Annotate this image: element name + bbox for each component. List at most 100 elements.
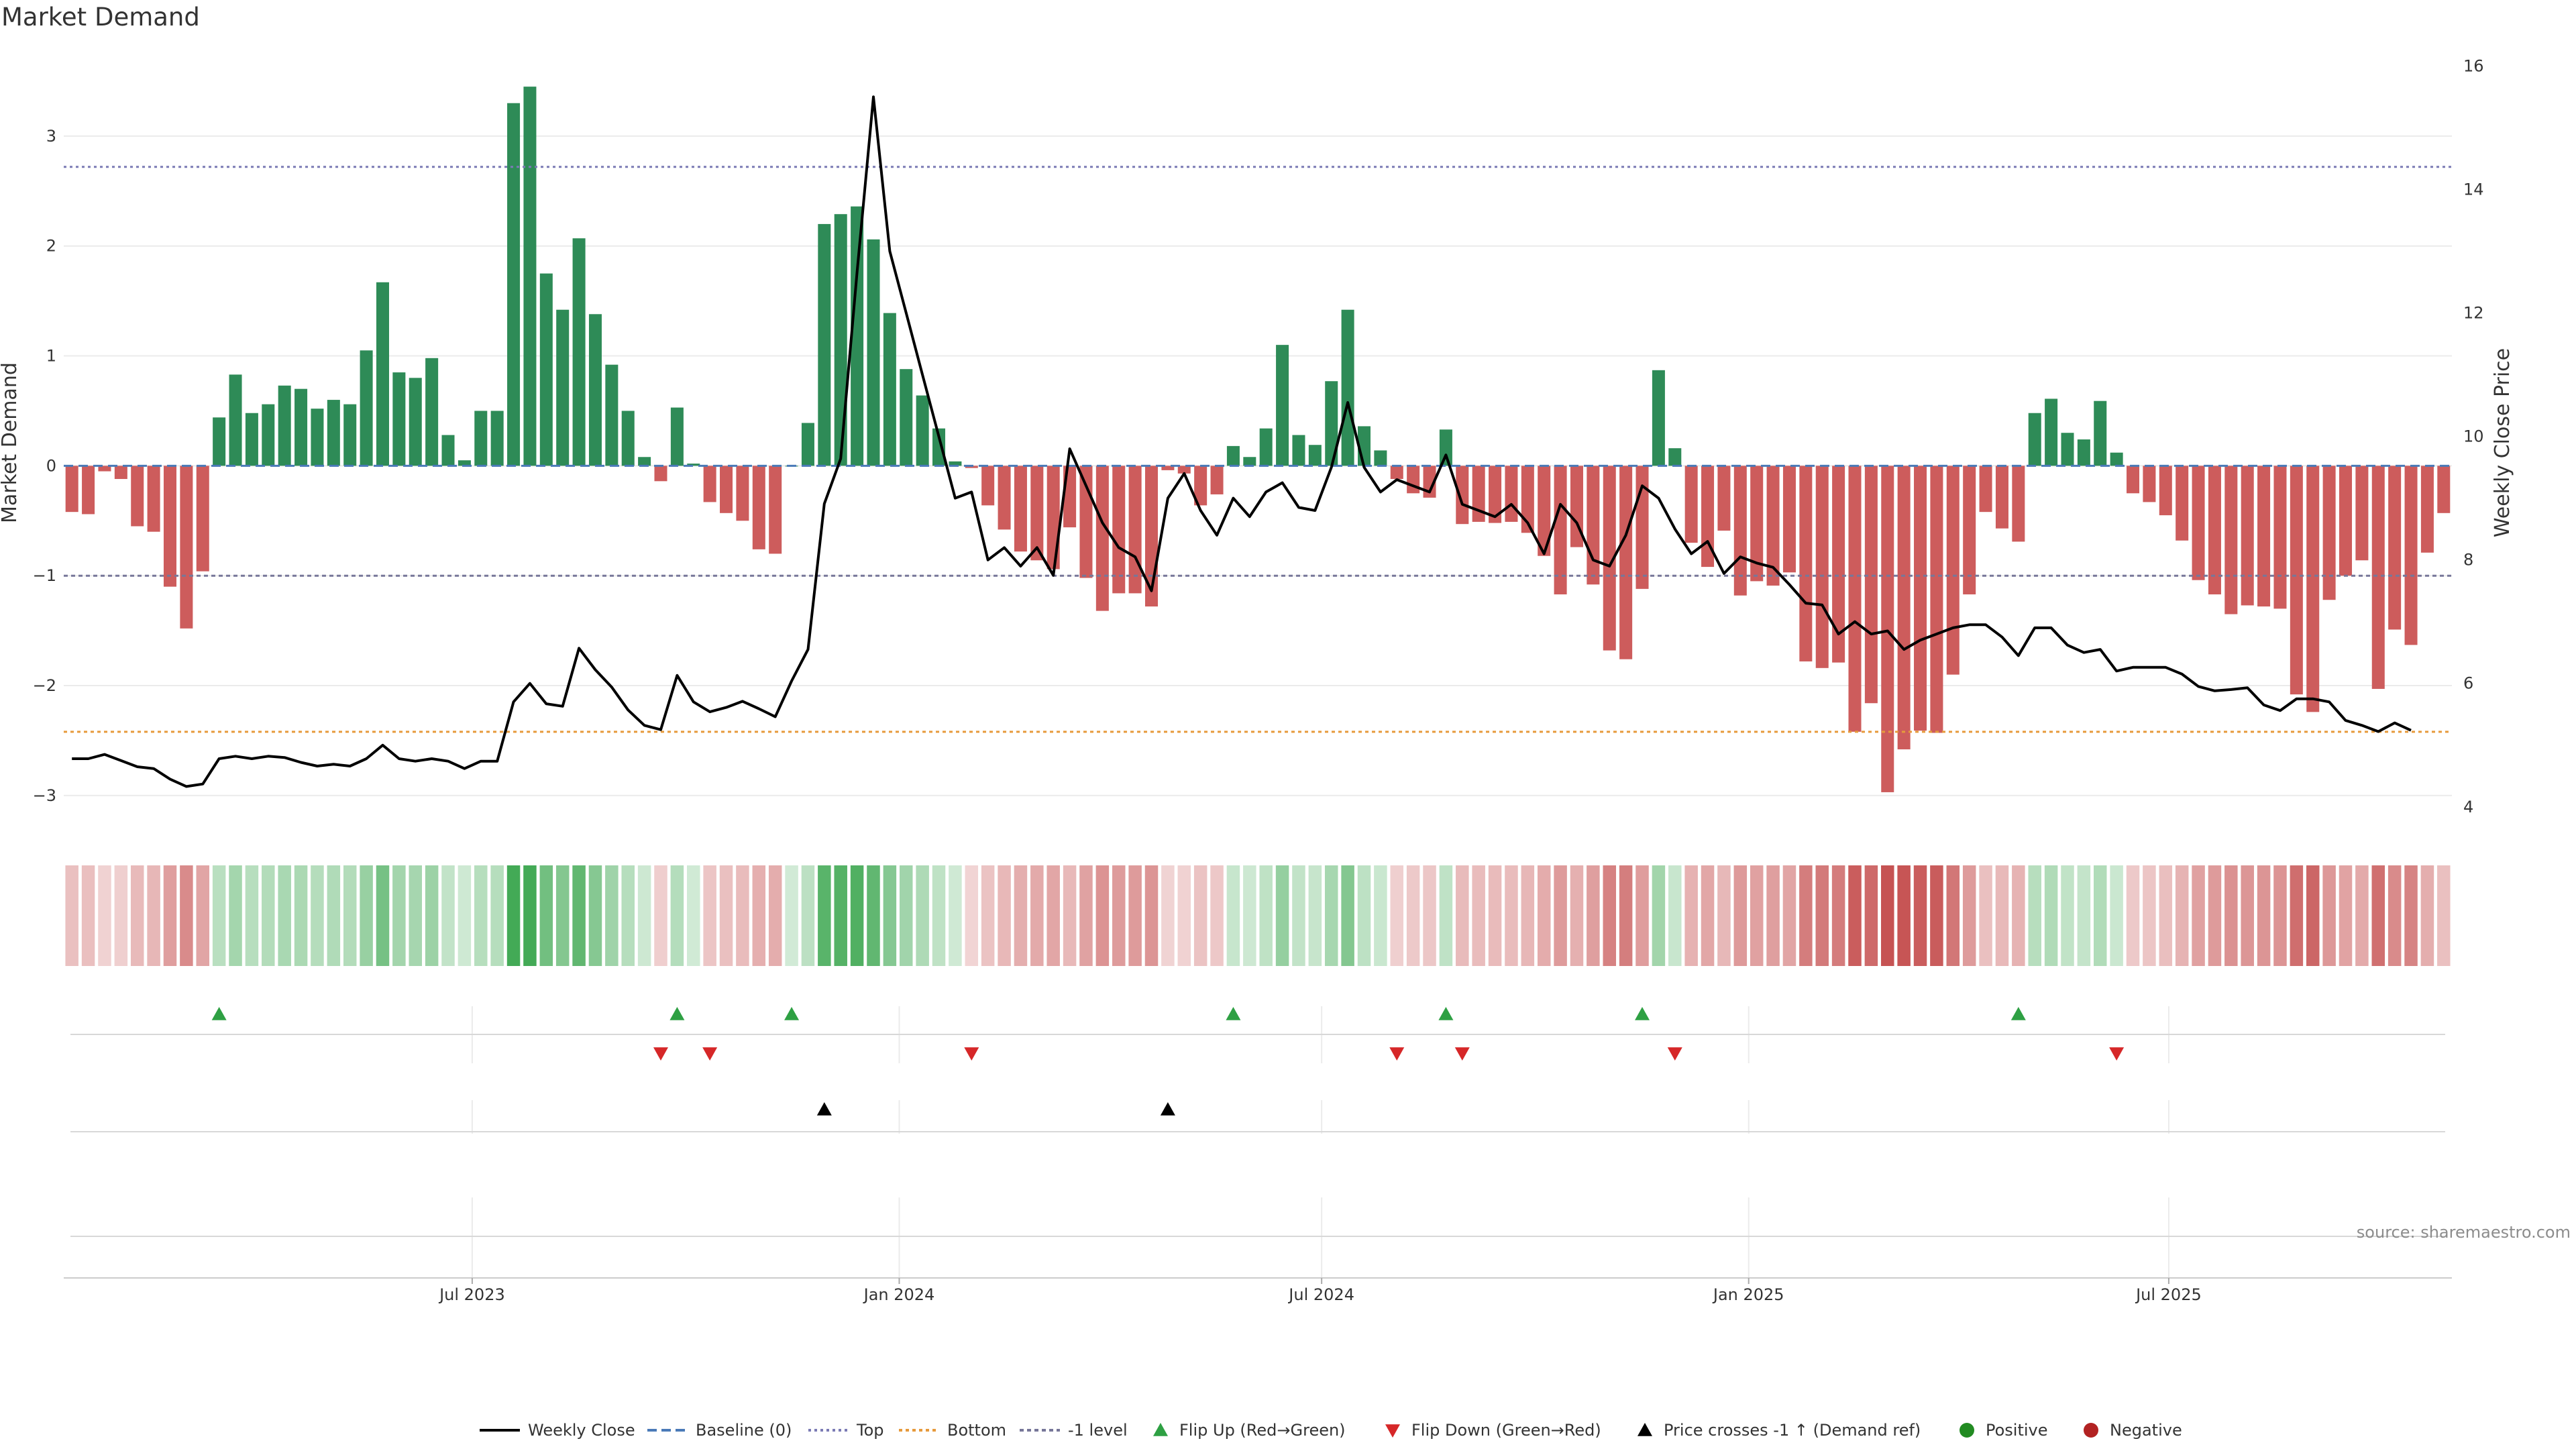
legend-label-flip_up: Flip Up (Red→Green) [1179, 1421, 1346, 1440]
demand-bar [1128, 466, 1142, 594]
y2-axis-label: Weekly Close Price [2491, 348, 2514, 537]
heat-cell [65, 865, 78, 966]
flip-down-marker [1389, 1047, 1405, 1061]
demand-bar [1832, 466, 1845, 663]
heat-cell [1930, 865, 1943, 966]
heat-cell [262, 865, 275, 966]
demand-bar [1095, 466, 1109, 611]
heat-cell [441, 865, 455, 966]
demand-bar [638, 457, 651, 466]
demand-bar [834, 214, 847, 466]
demand-bar [523, 87, 537, 466]
demand-bar [458, 460, 471, 466]
heat-cell [1374, 865, 1387, 966]
heat-cell [1423, 865, 1436, 966]
demand-bar [392, 372, 406, 466]
demand-bar [1226, 445, 1240, 466]
demand-bar [1979, 466, 1992, 513]
demand-bar [114, 466, 127, 480]
heat-cell [1864, 865, 1878, 966]
chart-title: Market Demand [1, 3, 200, 32]
heat-cell [1095, 865, 1110, 966]
demand-bar [1619, 466, 1633, 659]
flip-markers-panel [70, 1006, 2445, 1063]
heat-cell [2241, 865, 2254, 966]
heat-cell [621, 865, 635, 966]
y-axis-ticks: 3 2 1 0 −1 −2 −3 [33, 127, 56, 805]
heat-cell [311, 865, 324, 966]
demand-bar [1292, 435, 1305, 466]
demand-bar [1243, 457, 1256, 466]
demand-bar [425, 358, 439, 466]
demand-bar [163, 466, 177, 587]
legend-label-cross: Price crosses -1 ↑ (Demand ref) [1664, 1421, 1921, 1440]
demand-bar [670, 407, 684, 466]
legend-swatch-negative [2084, 1423, 2098, 1438]
heat-cell [294, 865, 308, 966]
demand-bar [2339, 466, 2353, 576]
demand-bar [2127, 466, 2140, 494]
demand-bar [1995, 466, 2008, 529]
demand-heat-strip [65, 865, 2451, 966]
demand-bar [1782, 466, 1796, 573]
heat-cell [752, 865, 766, 966]
demand-bar [1112, 466, 1126, 594]
weekly-close-line [72, 95, 2412, 788]
demand-bar [1325, 381, 1338, 466]
heat-cell [1766, 865, 1780, 966]
heat-cell [1243, 865, 1256, 966]
y2-tick-label: 14 [2463, 180, 2484, 199]
heat-cell [1782, 865, 1796, 966]
heat-cell [1063, 865, 1077, 966]
demand-bar [131, 466, 144, 527]
demand-bar [2045, 398, 2058, 466]
demand-bar [278, 385, 291, 466]
heat-cell [1831, 865, 1845, 966]
demand-bar [1030, 466, 1044, 561]
demand-bar [1799, 466, 1813, 661]
heat-cell [998, 865, 1011, 966]
heat-cell [605, 865, 619, 966]
heat-cell [900, 865, 913, 966]
demand-bar [2143, 466, 2156, 502]
heat-cell [1652, 865, 1666, 966]
legend-label-top: Top [856, 1421, 884, 1440]
demand-bar [180, 466, 193, 629]
demand-bar [1652, 370, 1665, 466]
y2-tick-label: 12 [2463, 304, 2484, 323]
demand-bar [1635, 466, 1649, 589]
y-tick-label: 1 [46, 347, 56, 366]
demand-bar [1046, 466, 1060, 570]
legend-label-flip_down: Flip Down (Green→Red) [1411, 1421, 1601, 1440]
heat-cell [2437, 865, 2451, 966]
demand-bar [867, 239, 880, 466]
y-tick-label: −2 [33, 676, 56, 695]
heat-cell [801, 865, 815, 966]
demand-bar [490, 411, 504, 466]
heat-cell [1226, 865, 1240, 966]
demand-bar [605, 364, 619, 466]
legend-label-baseline: Baseline (0) [696, 1421, 792, 1440]
heat-cell [932, 865, 946, 966]
heat-cell [703, 865, 716, 966]
legend-swatch-flip_down [1385, 1424, 1400, 1438]
heat-cell [2273, 865, 2287, 966]
flip-down-marker [1667, 1047, 1682, 1061]
heat-cell [360, 865, 373, 966]
demand-bar [1554, 466, 1567, 595]
heat-cell [2044, 865, 2058, 966]
demand-bar [949, 461, 962, 466]
heat-cell [1570, 865, 1584, 966]
heat-cell [867, 865, 880, 966]
demand-bar [1717, 466, 1731, 531]
demand-bar [2241, 466, 2254, 606]
heat-cell [1357, 865, 1371, 966]
flip-up-marker [784, 1007, 800, 1020]
demand-bar [2437, 466, 2451, 513]
y2-tick-label: 6 [2463, 674, 2473, 693]
demand-bar [2077, 439, 2090, 466]
heat-cell [327, 865, 341, 966]
y-tick-label: 2 [46, 237, 56, 256]
demand-bar [343, 404, 357, 466]
heat-cell [1946, 865, 1960, 966]
